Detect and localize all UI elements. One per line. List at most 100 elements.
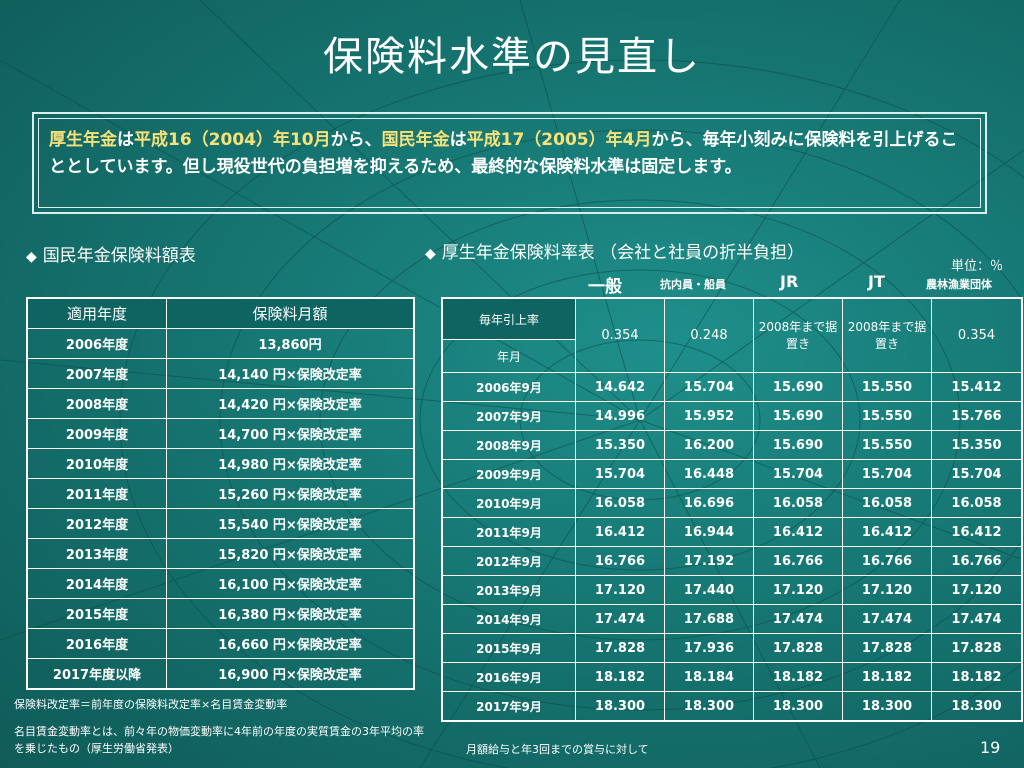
miners-cell: 17.440 <box>664 575 754 605</box>
rate-general: 0.354 <box>575 297 665 373</box>
jt-cell: 16.766 <box>842 546 932 576</box>
miners-cell: 15.952 <box>664 401 754 431</box>
amount-cell: 15,820 円×保険改定率 <box>166 538 415 569</box>
rate-jr: 2008年まで据置き <box>753 297 843 373</box>
month-cell: 2012年9月 <box>441 546 576 576</box>
jt-cell: 17.828 <box>842 633 932 663</box>
agri-cell: 15.766 <box>931 401 1023 431</box>
unit-label: 単位：％ <box>951 259 1004 274</box>
jr-cell: 18.300 <box>753 691 843 722</box>
table-row: 2008年9月 15.350 16.200 15.690 15.550 15.350 <box>441 430 1023 460</box>
kosei-rate-table: 毎年引上率 0.354 0.248 2008年まで据置き 2008年まで据置き … <box>441 297 1023 722</box>
agri-cell: 17.120 <box>931 575 1023 605</box>
table-row: 2011年度 15,260 円×保険改定率 <box>26 478 415 509</box>
agri-cell: 18.300 <box>931 691 1023 722</box>
jt-cell: 18.300 <box>842 691 932 722</box>
amount-cell: 16,100 円×保険改定率 <box>166 568 415 599</box>
year-cell: 2009年度 <box>26 418 167 449</box>
jt-cell: 17.120 <box>842 575 932 605</box>
table-row: 2016年度 16,660 円×保険改定率 <box>26 628 415 659</box>
jt-cell: 15.550 <box>842 430 932 460</box>
agri-cell: 17.474 <box>931 604 1023 634</box>
month-cell: 2014年9月 <box>441 604 576 634</box>
jr-cell: 17.120 <box>753 575 843 605</box>
jt-cell: 15.704 <box>842 459 932 489</box>
agri-cell: 18.182 <box>931 662 1023 692</box>
jr-cell: 18.182 <box>753 662 843 692</box>
col-header-agri: 農林漁業団体 <box>926 278 992 291</box>
general-cell: 16.058 <box>575 488 665 518</box>
general-cell: 16.412 <box>575 517 665 547</box>
month-cell: 2006年9月 <box>441 372 576 402</box>
jr-cell: 16.766 <box>753 546 843 576</box>
agri-cell: 16.766 <box>931 546 1023 576</box>
amount-cell: 14,420 円×保険改定率 <box>166 388 415 419</box>
amount-cell: 13,860円 <box>166 328 415 359</box>
jt-cell: 16.058 <box>842 488 932 518</box>
table-row: 2017年9月 18.300 18.300 18.300 18.300 18.300 <box>441 691 1023 722</box>
jt-cell: 15.550 <box>842 401 932 431</box>
month-cell: 2010年9月 <box>441 488 576 518</box>
general-cell: 15.350 <box>575 430 665 460</box>
year-cell: 2014年度 <box>26 568 167 599</box>
general-cell: 14.996 <box>575 401 665 431</box>
rate-miners: 0.248 <box>664 297 754 373</box>
table-row: 2006年度 13,860円 <box>26 328 415 359</box>
page-title: 保険料水準の見直し <box>323 34 701 80</box>
amount-cell: 14,140 円×保険改定率 <box>166 358 415 389</box>
year-cell: 2007年度 <box>26 358 167 389</box>
table-row: 2006年9月 14.642 15.704 15.690 15.550 15.412 <box>441 372 1023 402</box>
month-cell: 2015年9月 <box>441 633 576 663</box>
table-row: 2012年9月 16.766 17.192 16.766 16.766 16.766 <box>441 546 1023 576</box>
year-cell: 2015年度 <box>26 598 167 629</box>
jt-cell: 15.550 <box>842 372 932 402</box>
col-header-jr: JR <box>780 272 799 291</box>
intro-kara: から、 <box>330 130 382 150</box>
amount-cell: 15,540 円×保険改定率 <box>166 508 415 539</box>
left-section-heading: ◆ 国民年金保険料額表 <box>26 241 196 266</box>
general-cell: 18.300 <box>575 691 665 722</box>
rate-jt: 2008年まで据置き <box>842 297 932 373</box>
intro-kokumin: 国民年金 <box>381 130 450 150</box>
table-row: 2009年9月 15.704 16.448 15.704 15.704 15.704 <box>441 459 1023 489</box>
diamond-bullet-icon: ◆ <box>26 249 37 265</box>
intro-wa-1: は <box>117 130 134 150</box>
amount-cell: 16,660 円×保険改定率 <box>166 628 415 659</box>
col-header-jt: JT <box>868 272 885 291</box>
month-cell: 2008年9月 <box>441 430 576 460</box>
year-cell: 2013年度 <box>26 538 167 569</box>
year-cell: 2006年度 <box>26 328 167 359</box>
jr-cell: 17.828 <box>753 633 843 663</box>
table-row: 2015年度 16,380 円×保険改定率 <box>26 598 415 629</box>
table-header-row: 年月 <box>441 339 1022 373</box>
general-cell: 16.766 <box>575 546 665 576</box>
jt-cell: 18.182 <box>842 662 932 692</box>
jr-cell: 15.704 <box>753 459 843 489</box>
table-header-row: 毎年引上率 0.354 0.248 2008年まで据置き 2008年まで据置き … <box>441 297 1023 373</box>
miners-cell: 18.300 <box>664 691 754 722</box>
right-heading-text: 厚生年金保険料率表 （会社と社員の折半負担） <box>441 243 805 263</box>
jr-cell: 16.058 <box>753 488 843 518</box>
note-wage-rate: 名目賃金変動率とは、前々年の物価変動率に4年前の年度の実質賃金の3年平均の率を乗… <box>14 725 424 755</box>
agri-cell: 15.412 <box>931 372 1023 402</box>
footnote: 月額給与と年3回までの賞与に対して <box>466 743 649 756</box>
col-header-general: 一般 <box>588 277 622 297</box>
year-cell: 2016年度 <box>26 628 167 659</box>
year-cell: 2017年度以降 <box>26 658 167 690</box>
page-number: 19 <box>980 738 1001 757</box>
year-cell: 2008年度 <box>26 388 167 419</box>
agri-cell: 16.412 <box>931 517 1023 547</box>
table-row: 2012年度 15,540 円×保険改定率 <box>26 508 415 539</box>
agri-cell: 15.350 <box>931 430 1023 460</box>
intro-wa-2: は <box>449 130 467 150</box>
miners-cell: 17.688 <box>664 604 754 634</box>
jr-cell: 16.412 <box>753 517 843 547</box>
header-amount: 保険料月額 <box>166 297 415 329</box>
intro-rest: から、毎年小刻みに保険料を引上げることとしています。但し現役世代の負担増を抑える… <box>49 130 958 177</box>
jr-cell: 15.690 <box>753 430 843 460</box>
jr-cell: 17.474 <box>753 604 843 634</box>
col-header-miners: 抗内員・船員 <box>660 278 726 291</box>
intro-box: 厚生年金は平成16（2004）年10月から、国民年金は平成17（2005）年4月… <box>32 112 987 214</box>
year-cell: 2011年度 <box>26 478 167 509</box>
table-header-row: 適用年度 保険料月額 <box>26 297 415 329</box>
